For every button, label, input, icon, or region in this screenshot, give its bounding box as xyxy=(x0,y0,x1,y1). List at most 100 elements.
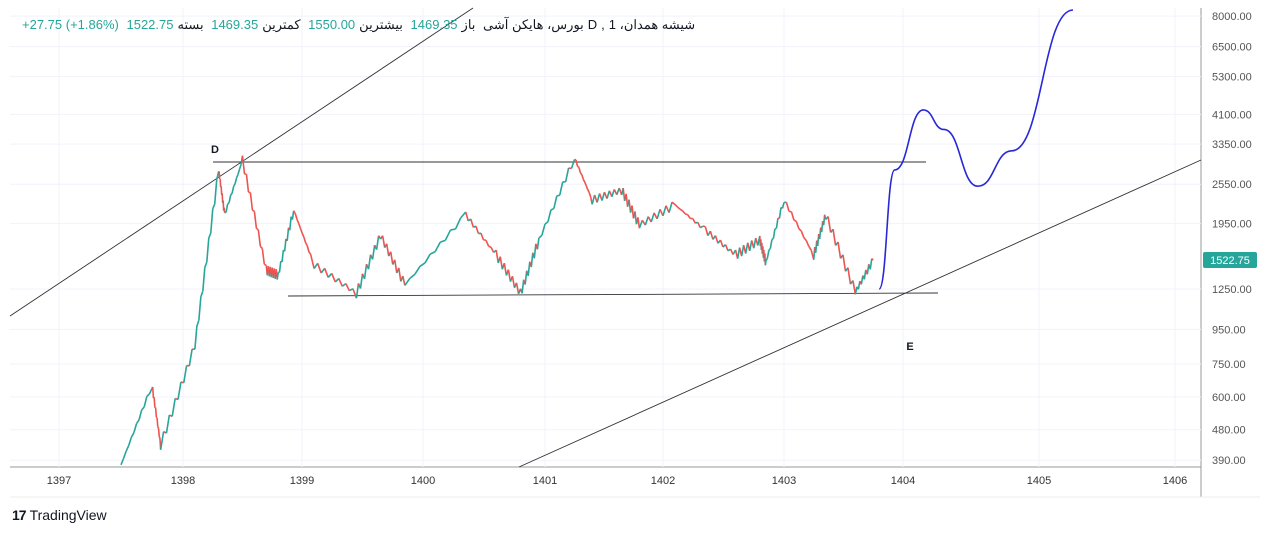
price-candle xyxy=(766,250,770,259)
price-candle xyxy=(553,195,558,209)
y-tick-label: 5300.00 xyxy=(1212,72,1252,84)
price-candle xyxy=(381,235,386,248)
price-candle xyxy=(151,386,155,399)
low-label: کمترین xyxy=(262,17,301,32)
price-candle xyxy=(303,236,307,243)
price-candle xyxy=(299,227,303,234)
tradingview-brand[interactable]: 17 TradingView xyxy=(12,507,107,523)
high-label: بیشترین xyxy=(359,17,403,32)
price-candle xyxy=(338,278,344,287)
price-candle xyxy=(490,247,495,253)
price-candle xyxy=(530,252,534,268)
price-candle xyxy=(805,240,810,247)
price-candle xyxy=(204,261,208,268)
price-candle xyxy=(232,183,236,187)
brand-name: TradingView xyxy=(29,507,107,523)
price-candle xyxy=(768,247,772,251)
price-candle xyxy=(301,232,305,238)
price-candle xyxy=(499,256,504,270)
price-candle xyxy=(714,235,719,244)
price-candle xyxy=(644,216,650,226)
price-candle xyxy=(524,270,528,285)
price-candle xyxy=(584,181,588,187)
price-candle xyxy=(521,279,525,294)
price-candle xyxy=(311,261,315,269)
price-candle xyxy=(227,202,230,205)
price-candle xyxy=(235,173,239,179)
price-candle xyxy=(355,283,360,299)
y-tick-label: 6500.00 xyxy=(1212,42,1252,54)
price-candle xyxy=(601,191,606,201)
price-candle xyxy=(587,189,590,193)
price-candle xyxy=(538,234,543,239)
price-candle xyxy=(702,225,706,228)
price-candle xyxy=(424,253,431,264)
price-candle xyxy=(297,223,302,229)
x-tick-label: 1406 xyxy=(1163,475,1187,487)
price-candle xyxy=(309,254,314,262)
price-candle xyxy=(503,263,508,276)
price-candle xyxy=(159,431,165,450)
price-candle xyxy=(544,221,549,225)
price-candle xyxy=(327,272,333,278)
price-candle xyxy=(697,221,702,229)
price-candle xyxy=(650,212,655,223)
price-candle xyxy=(200,290,204,298)
price-candle xyxy=(306,245,310,253)
price-candle xyxy=(206,238,210,263)
price-candle xyxy=(414,265,421,275)
price-candle xyxy=(440,239,446,243)
price-candle xyxy=(143,396,148,408)
price-candle xyxy=(798,228,802,232)
price-candle xyxy=(248,191,251,194)
price-candle xyxy=(231,186,235,194)
price-candle xyxy=(363,264,368,279)
price-candle xyxy=(202,267,206,292)
price-candle xyxy=(257,229,262,247)
price-candle xyxy=(133,423,138,433)
price-candle xyxy=(402,275,406,286)
tradingview-logo-icon: 17 xyxy=(12,507,27,523)
symbol-legend: شیشه همدان، 1,Dبورس، هایکن آشی باز1469.3… xyxy=(22,17,696,32)
exchange: بورس، هایکن آشی xyxy=(483,17,584,32)
price-candle xyxy=(576,165,580,168)
price-candle xyxy=(852,280,857,295)
price-candle xyxy=(507,269,512,282)
price-candle xyxy=(769,239,773,249)
price-candle xyxy=(196,319,200,327)
price-candle xyxy=(212,203,216,210)
x-tick-label: 1398 xyxy=(171,475,195,487)
price-candle xyxy=(385,243,390,257)
price-candle xyxy=(842,254,847,272)
price-candle xyxy=(228,195,232,203)
price-candle xyxy=(171,398,176,417)
price-candle xyxy=(470,218,475,228)
price-candle xyxy=(393,259,398,274)
price-candle xyxy=(245,174,250,193)
price-candle xyxy=(719,239,724,248)
price-candle xyxy=(729,248,734,255)
price-candle xyxy=(596,193,601,203)
change-value: +27.75 (+1.86%) xyxy=(22,17,119,32)
price-candle xyxy=(788,210,792,213)
price-candle xyxy=(611,189,616,197)
price-candle xyxy=(790,211,795,221)
close-label: بسته xyxy=(177,17,204,32)
price-candle xyxy=(398,267,402,282)
price-candle xyxy=(409,273,416,279)
price-candle xyxy=(130,432,135,438)
price-candle xyxy=(241,155,246,175)
y-tick-label: 750.00 xyxy=(1212,359,1246,371)
price-candle xyxy=(541,223,546,236)
price-candle xyxy=(419,262,426,267)
y-tick-label: 480.00 xyxy=(1212,425,1246,437)
price-candle xyxy=(704,226,709,236)
price-candle xyxy=(313,262,319,269)
price-candle xyxy=(296,219,300,224)
price-candle xyxy=(774,227,777,230)
price-candle xyxy=(135,419,140,425)
price-candle xyxy=(682,210,686,215)
price-candle xyxy=(687,214,691,219)
price-candle xyxy=(208,232,212,239)
